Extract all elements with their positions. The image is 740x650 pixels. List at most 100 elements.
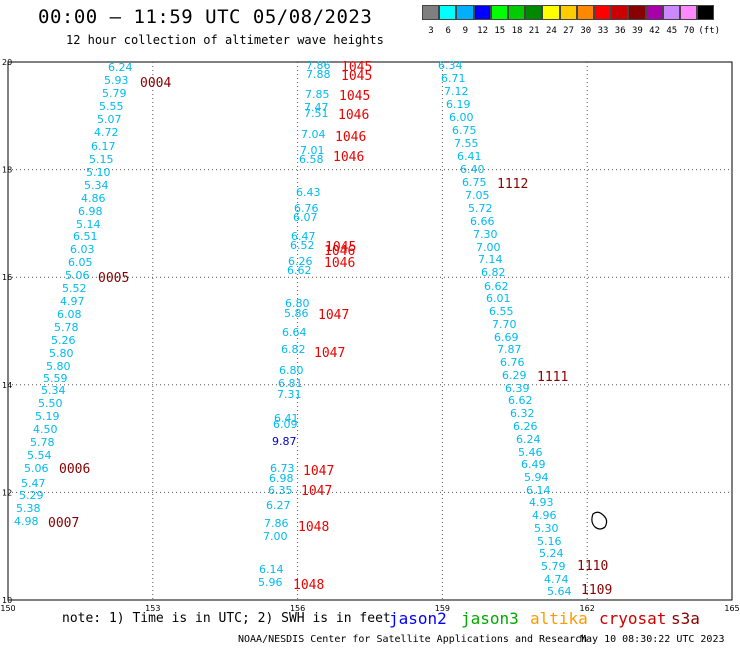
color-swatch: [473, 5, 491, 20]
wave-height-label: 5.19: [35, 410, 60, 423]
page-subtitle: 12 hour collection of altimeter wave hei…: [66, 33, 384, 47]
wave-height-label: 6.47: [291, 230, 316, 243]
pass-time-labels: 0004000500060007104510451045104610461046…: [48, 60, 612, 598]
wave-height-label: 6.55: [489, 305, 514, 318]
wave-height-label: 5.80: [46, 360, 71, 373]
wave-height-label: 6.27: [266, 499, 291, 512]
wave-height-label: 5.86: [284, 307, 309, 320]
wave-height-label: 6.62: [287, 264, 312, 277]
wave-height-label: 6.19: [446, 98, 471, 111]
wave-height-label: 6.82: [281, 343, 306, 356]
pass-time-label: 1110: [577, 559, 608, 574]
wave-height-label: 6.35: [268, 484, 293, 497]
color-unit-label: (ft): [698, 26, 721, 36]
wave-height-label: 6.82: [481, 266, 506, 279]
wave-height-label: 5.38: [16, 502, 41, 515]
color-swatch: [611, 5, 629, 20]
wave-height-label: 6.81: [278, 377, 303, 390]
wave-height-label: 7.87: [497, 343, 522, 356]
wave-height-label: 6.17: [91, 140, 116, 153]
pass-time-label: 1045: [325, 240, 356, 255]
wave-height-label: 4.97: [60, 295, 85, 308]
color-bin-label: 15: [494, 26, 506, 36]
wave-height-label: 5.78: [30, 436, 55, 449]
color-swatch: [422, 5, 440, 20]
wave-height-label: 6.08: [57, 308, 82, 321]
wave-height-label: 6.03: [70, 243, 95, 256]
color-bin-label: 6: [445, 26, 451, 36]
color-swatch: [680, 5, 698, 20]
lon-tick-label: 159: [435, 604, 450, 613]
wave-height-label: 5.15: [89, 153, 114, 166]
wave-height-label: 6.76: [294, 202, 319, 215]
wave-height-label: 6.09: [273, 418, 298, 431]
wave-height-label: 5.64: [547, 585, 572, 598]
wave-height-label: 6.29: [502, 369, 527, 382]
color-swatch: [697, 5, 715, 20]
lat-tick-label: 12: [2, 488, 12, 497]
wave-height-label: 7.86: [306, 59, 331, 72]
wave-height-label: 6.32: [510, 407, 535, 420]
wave-height-label: 7.51: [304, 107, 329, 120]
color-swatch: [662, 5, 680, 20]
wave-height-label: 5.47: [21, 477, 46, 490]
wave-height-label: 6.62: [508, 394, 533, 407]
wave-height-label: 4.86: [81, 192, 106, 205]
color-bin-label: 21: [528, 26, 540, 36]
axis-ticks: 150 153 156 159 162 165 20 18 16 14 12 10: [0, 58, 739, 613]
wave-height-label: 7.86: [264, 517, 289, 530]
wave-height-label: 5.72: [468, 202, 493, 215]
wave-height-label: 6.40: [460, 163, 485, 176]
wave-height-label: 6.00: [449, 111, 474, 124]
lat-lon-grid: [8, 62, 732, 600]
pass-time-label: 1047: [314, 346, 345, 361]
color-swatch: [508, 5, 526, 20]
wave-height-label: 6.39: [505, 382, 530, 395]
wave-height-label: 6.76: [500, 356, 525, 369]
wave-height-label: 6.41: [274, 412, 299, 425]
wave-height-label: 5.07: [97, 113, 122, 126]
lat-tick-label: 16: [2, 273, 12, 282]
wave-height-label: 6.01: [486, 292, 511, 305]
wave-height-label: 7.04: [301, 128, 326, 141]
wave-height-label: 5.06: [24, 462, 49, 475]
wave-height-label: 6.24: [516, 433, 541, 446]
island-outline: [591, 511, 608, 530]
wave-height-label: 6.66: [470, 215, 495, 228]
color-bin-label: 18: [511, 26, 523, 36]
wave-height-label: 5.59: [43, 372, 68, 385]
wave-height-label: 5.24: [539, 547, 564, 560]
wave-height-label: 6.52: [290, 239, 315, 252]
pass-time-label: 1048: [293, 578, 324, 593]
wave-height-label: 6.41: [457, 150, 482, 163]
wave-height-label: 5.34: [84, 179, 109, 192]
wave-height-label: 9.87: [272, 435, 297, 448]
lat-tick-label: 20: [2, 58, 12, 67]
lon-tick-label: 156: [290, 604, 305, 613]
color-swatch: [576, 5, 594, 20]
wave-height-label: 5.50: [38, 397, 63, 410]
pass-time-label: 1047: [301, 484, 332, 499]
color-bin-label: 24: [545, 26, 557, 36]
wave-height-label: 6.64: [282, 326, 307, 339]
wave-height-label: 6.34: [438, 59, 463, 72]
wave-height-label: 6.43: [296, 186, 321, 199]
wave-height-label: 5.06: [65, 269, 90, 282]
wave-height-label: 7.70: [492, 318, 517, 331]
pass-time-label: 1047: [303, 464, 334, 479]
wave-height-label: 5.29: [19, 489, 44, 502]
wave-height-label: 5.55: [99, 100, 124, 113]
wave-height-label: 6.51: [73, 230, 98, 243]
wave-height-label: 6.75: [462, 176, 487, 189]
wave-height-label: 6.69: [494, 331, 519, 344]
color-swatch: [559, 5, 577, 20]
color-swatch: [542, 5, 560, 20]
satellite-name: jason2: [389, 609, 447, 628]
pass-time-label: 1111: [537, 370, 568, 385]
credit-text: NOAA/NESDIS Center for Satellite Applica…: [238, 634, 588, 645]
pass-time-label: 1045: [339, 89, 370, 104]
wave-height-label: 6.24: [108, 61, 133, 74]
color-bin-label: 39: [631, 26, 643, 36]
footer-note: note: 1) Time is in UTC; 2) SWH is in fe…: [62, 611, 391, 626]
